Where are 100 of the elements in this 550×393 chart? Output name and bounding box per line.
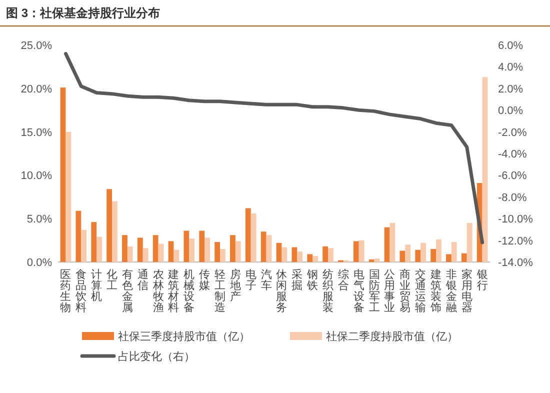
- x-tick-label: 钢铁: [306, 269, 318, 292]
- y2-tick-label: -14.0%: [498, 257, 534, 269]
- bar: [461, 253, 467, 262]
- x-tick-label: 房地产: [228, 268, 241, 303]
- x-tick-label: 食品饮料: [74, 269, 87, 314]
- x-tick-label: 医药生物: [60, 269, 72, 314]
- bar: [266, 235, 272, 262]
- bar: [374, 258, 380, 262]
- bar: [81, 230, 87, 262]
- bar: [482, 77, 488, 262]
- x-tick-label: 电气设备: [353, 268, 364, 314]
- x-tick-label: 银行: [476, 269, 488, 292]
- bar: [174, 250, 180, 262]
- bar: [400, 250, 406, 262]
- bar: [322, 246, 328, 262]
- bar: [142, 248, 148, 262]
- legend-label: 占比变化（右）: [118, 350, 195, 363]
- y2-tick-label: 0.0%: [498, 105, 524, 118]
- bar: [292, 247, 298, 262]
- bar: [405, 244, 411, 262]
- y-tick-label: 25.0%: [20, 40, 52, 52]
- bar: [220, 248, 226, 262]
- bar: [214, 242, 220, 262]
- x-tick-label: 国防军工: [368, 269, 380, 314]
- bar: [384, 227, 390, 262]
- bar: [358, 240, 364, 262]
- bar: [307, 254, 313, 262]
- x-tick-label: 建筑材料: [167, 268, 180, 314]
- bar: [189, 238, 195, 262]
- bar: [250, 213, 256, 262]
- bar: [168, 241, 174, 262]
- y2-tick-label: 2.0%: [498, 83, 524, 96]
- bar: [245, 208, 251, 262]
- legend-label: 社保二季度持股市值（亿）: [326, 330, 458, 343]
- bar: [390, 222, 396, 262]
- x-tick-label: 商业贸易: [400, 268, 411, 314]
- bar: [260, 232, 266, 262]
- bar: [152, 235, 158, 262]
- x-tick-label: 非银金融: [444, 268, 457, 314]
- y2-tick-label: 6.0%: [498, 40, 524, 52]
- bar: [122, 235, 128, 262]
- x-tick-label: 通信: [137, 268, 148, 292]
- x-tick-label: 交通运输: [415, 268, 426, 314]
- x-tick-label: 传媒: [199, 269, 210, 292]
- bar: [112, 201, 118, 262]
- bar: [297, 252, 303, 262]
- y-tick-label: 0.0%: [26, 257, 52, 269]
- bar: [91, 222, 97, 262]
- bar: [96, 236, 102, 262]
- x-tick-label: 综合: [338, 268, 349, 292]
- x-tick-label: 采掘: [292, 268, 303, 292]
- x-tick-label: 电子: [245, 268, 256, 292]
- y2-tick-label: -4.0%: [498, 148, 527, 160]
- x-tick-label: 建筑装饰: [430, 268, 442, 314]
- bar: [204, 238, 210, 262]
- x-tick-label: 农林牧渔: [152, 269, 164, 314]
- x-tick-label: 汽车: [260, 269, 272, 292]
- bar: [368, 259, 374, 262]
- bar: [76, 210, 82, 262]
- legend-label: 社保三季度持股市值（亿）: [118, 330, 250, 343]
- y2-tick-label: -12.0%: [498, 235, 534, 248]
- bar: [328, 248, 334, 262]
- y-tick-label: 20.0%: [20, 83, 52, 96]
- y2-tick-label: -8.0%: [498, 192, 527, 204]
- bar: [430, 248, 436, 262]
- bar: [436, 239, 442, 262]
- y-tick-label: 10.0%: [20, 170, 52, 182]
- x-tick-label: 计算机: [91, 268, 102, 303]
- bar: [282, 247, 288, 262]
- bar: [235, 241, 241, 262]
- x-tick-label: 纺织服装: [322, 268, 334, 314]
- bar: [446, 254, 452, 262]
- bar: [184, 230, 190, 262]
- y-tick-label: 15.0%: [20, 126, 52, 139]
- y2-tick-label: -10.0%: [498, 214, 534, 226]
- bar: [276, 242, 282, 262]
- y2-tick-label: -2.0%: [498, 126, 527, 139]
- bar: [158, 244, 164, 262]
- x-tick-label: 公用事业: [384, 269, 396, 314]
- bar: [312, 256, 318, 262]
- chart-title: 图 3：社保基金持股行业分布: [6, 6, 160, 20]
- bar: [127, 246, 133, 262]
- y2-tick-label: -6.0%: [498, 170, 527, 182]
- x-tick-label: 家用电器: [461, 268, 472, 314]
- bar: [466, 222, 472, 262]
- x-tick-label: 机械设备: [184, 269, 195, 314]
- bar: [420, 242, 426, 262]
- bar: [106, 189, 112, 262]
- y2-tick-label: 4.0%: [498, 62, 524, 74]
- bar: [137, 238, 143, 262]
- bar: [230, 235, 236, 262]
- bar: [353, 241, 359, 262]
- x-tick-label: 休闲服务: [276, 269, 288, 314]
- bar: [60, 88, 66, 262]
- bar: [199, 230, 205, 262]
- y-tick-label: 5.0%: [26, 214, 52, 226]
- x-tick-label: 化工: [106, 269, 118, 292]
- bar: [451, 242, 457, 262]
- bar: [66, 132, 72, 262]
- bar: [415, 250, 421, 262]
